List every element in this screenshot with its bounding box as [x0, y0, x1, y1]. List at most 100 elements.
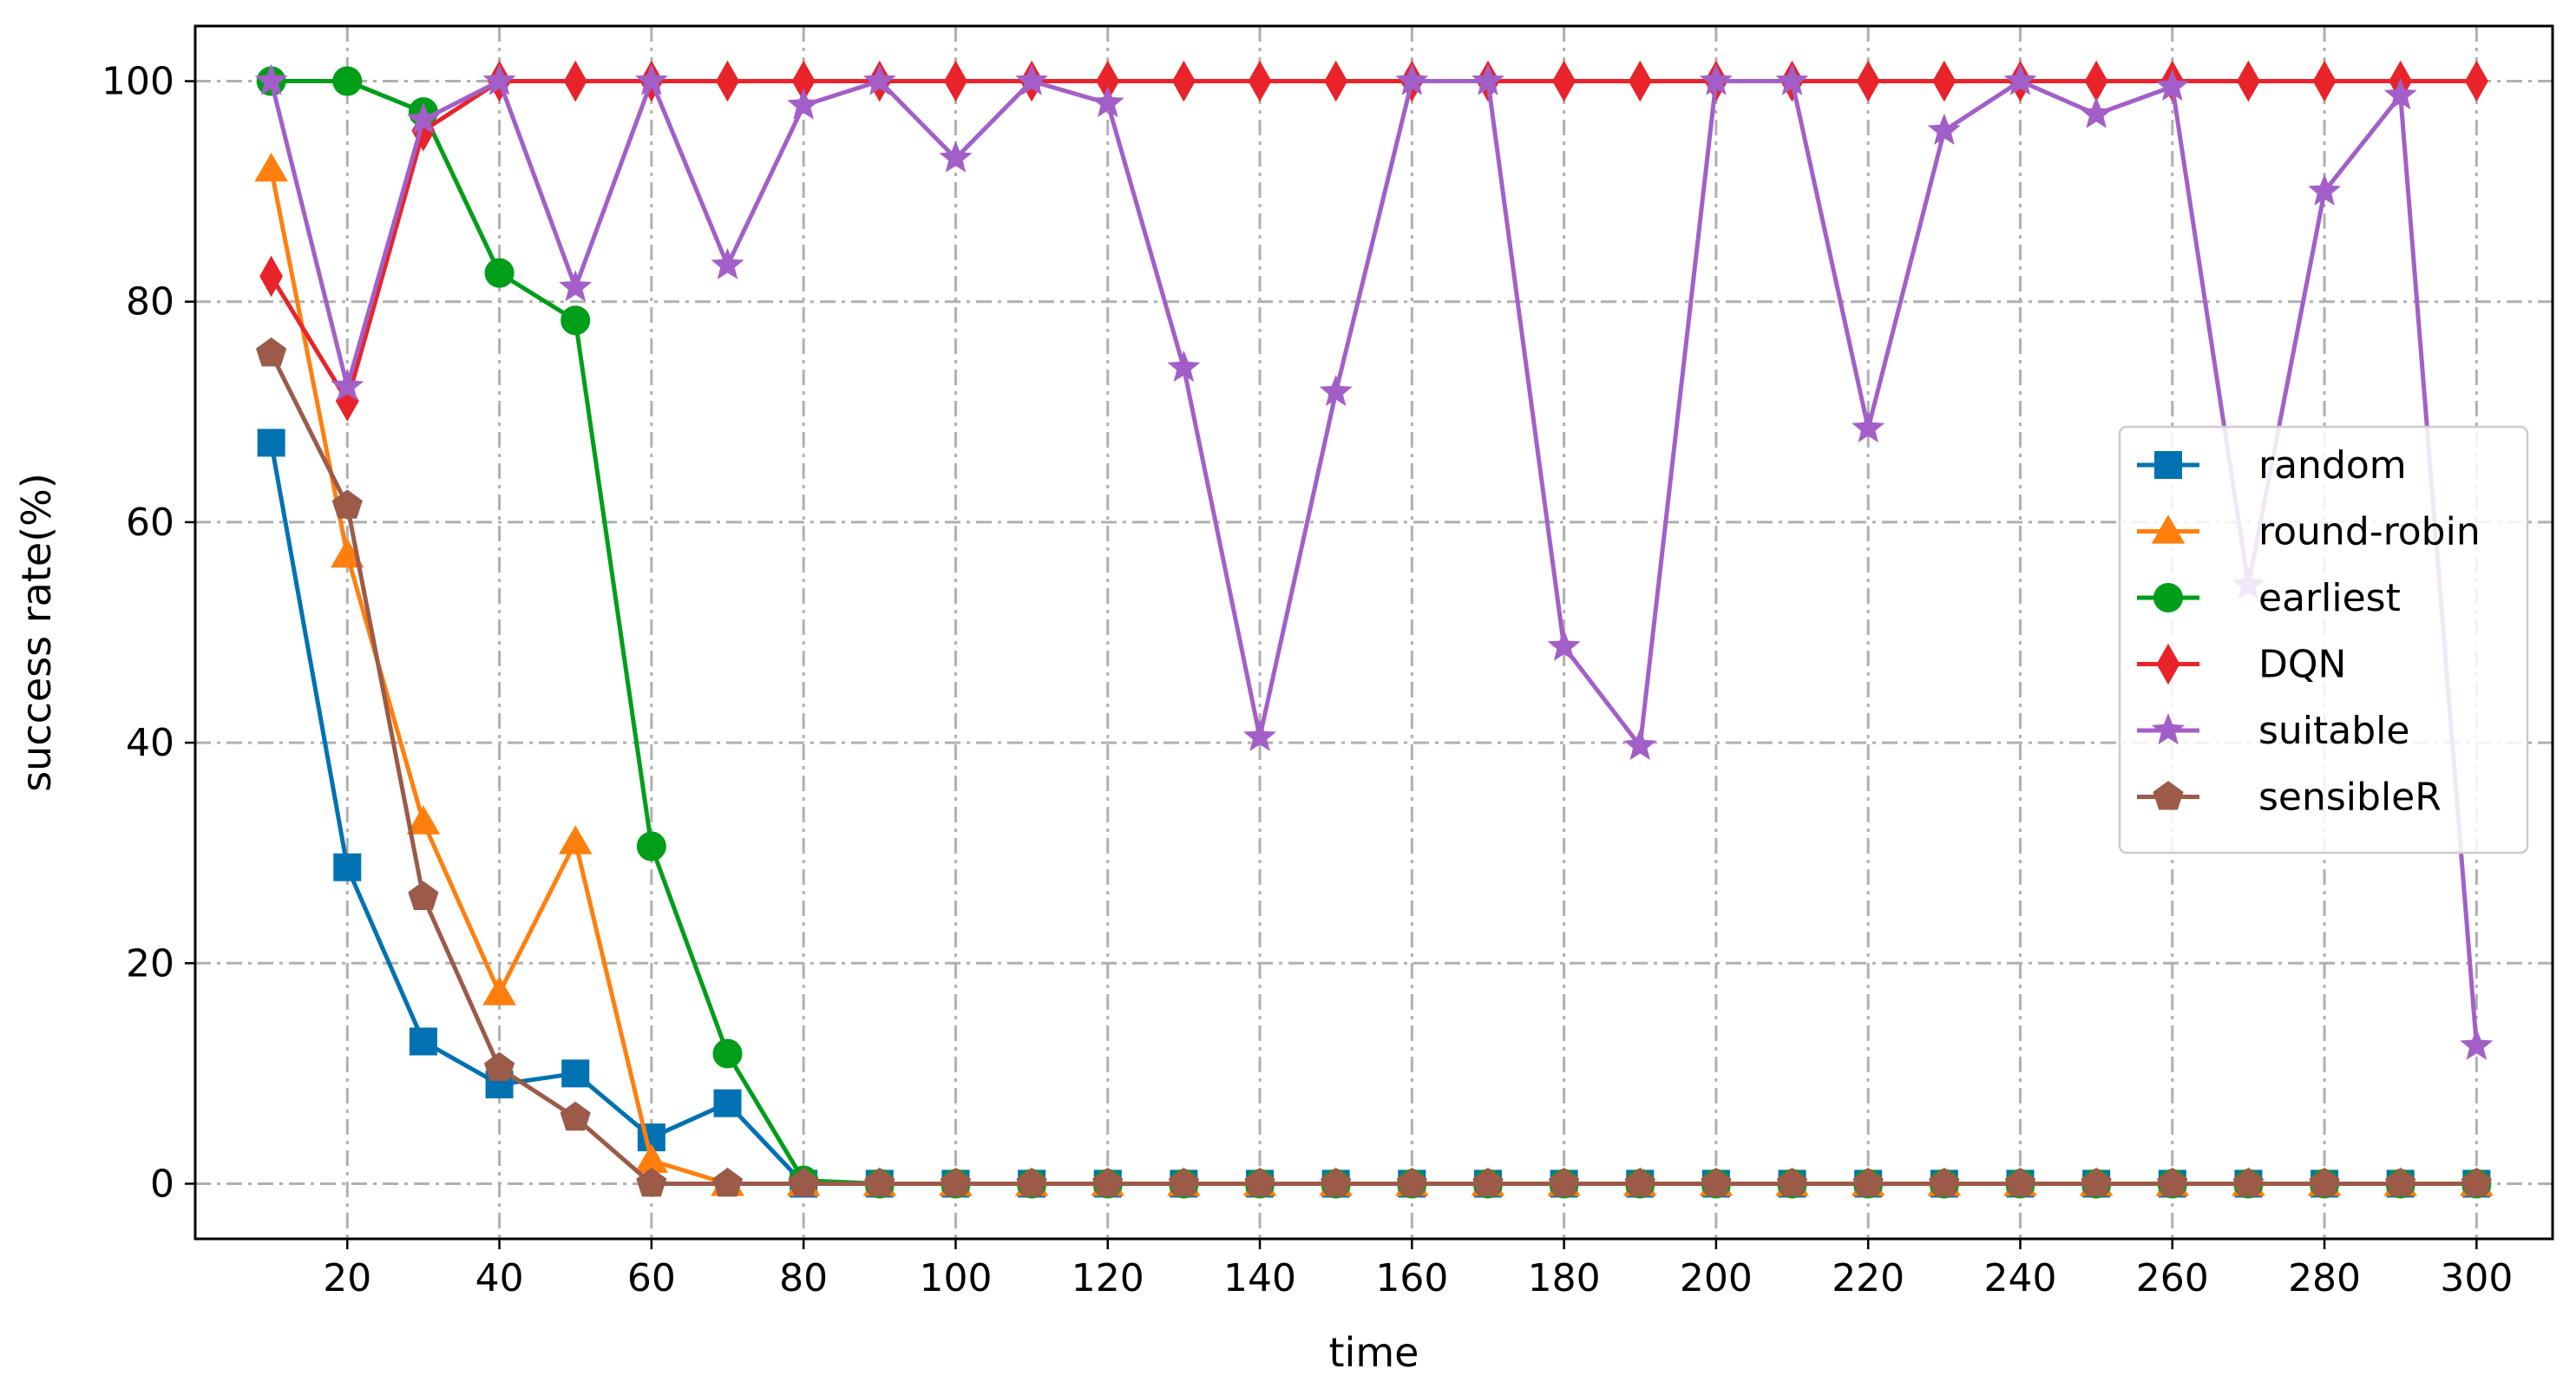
data-point-earliest	[332, 66, 363, 96]
data-point-DQN	[1932, 60, 1957, 102]
data-point-sensibleR	[2461, 1167, 2492, 1197]
data-point-suitable	[2460, 1028, 2494, 1060]
legend-marker	[2151, 514, 2186, 544]
data-point-round-robin	[254, 153, 288, 182]
data-point-round-robin	[558, 825, 593, 855]
legend-label: DQN	[2258, 643, 2346, 687]
data-point-suitable	[939, 141, 973, 173]
data-point-sensibleR	[2157, 1167, 2188, 1197]
data-point-suitable	[331, 369, 364, 401]
data-point-suitable	[2308, 174, 2342, 206]
legend-label: round-robin	[2258, 510, 2481, 554]
data-point-sensibleR	[408, 881, 439, 910]
data-point-sensibleR	[636, 1167, 667, 1197]
data-point-suitable	[1775, 63, 1809, 95]
data-point-suitable	[2080, 96, 2114, 128]
data-point-DQN	[716, 60, 739, 102]
legend-item: round-robin	[2137, 510, 2481, 554]
data-point-sensibleR	[1092, 1167, 1124, 1197]
data-point-suitable	[711, 247, 744, 279]
data-point-sensibleR	[1168, 1167, 1199, 1197]
data-point-DQN	[2464, 60, 2488, 102]
data-point-random	[561, 1059, 590, 1088]
data-point-suitable	[787, 88, 821, 120]
data-point-suitable	[1015, 63, 1049, 95]
data-point-suitable	[1927, 113, 1961, 145]
y-tick-label: 100	[102, 60, 174, 104]
data-point-suitable	[2155, 69, 2189, 102]
data-point-sensibleR	[484, 1051, 515, 1081]
data-point-earliest	[484, 258, 515, 288]
data-point-sensibleR	[1244, 1167, 1275, 1197]
data-point-sensibleR	[2309, 1167, 2340, 1197]
x-tick-label: 120	[1072, 1256, 1144, 1300]
legend-item: suitable	[2137, 709, 2409, 753]
data-point-DQN	[1171, 60, 1196, 102]
y-axis-ticks: 0 20 40 60 80 100	[102, 60, 195, 1206]
data-point-earliest	[560, 305, 591, 336]
data-point-suitable	[1319, 374, 1353, 407]
legend: random round-robin earliest DQN suitable sens…	[2118, 425, 2529, 855]
x-tick-label: 80	[779, 1256, 828, 1300]
data-point-sensibleR	[1396, 1167, 1427, 1197]
data-point-DQN	[1324, 60, 1348, 102]
data-point-suitable	[634, 63, 668, 95]
data-point-sensibleR	[864, 1167, 895, 1197]
data-point-suitable	[1395, 63, 1429, 95]
data-point-earliest	[712, 1038, 743, 1069]
data-point-sensibleR	[1852, 1167, 1884, 1197]
x-tick-label: 200	[1680, 1256, 1753, 1300]
data-point-suitable	[559, 270, 593, 302]
data-point-suitable	[406, 102, 440, 134]
x-tick-label: 20	[323, 1256, 371, 1300]
y-tick-label: 60	[126, 501, 174, 545]
data-point-random	[713, 1089, 742, 1117]
x-tick-label: 260	[2136, 1256, 2209, 1300]
data-point-DQN	[944, 60, 967, 102]
data-point-sensibleR	[256, 337, 287, 367]
x-tick-label: 100	[919, 1256, 992, 1300]
data-point-sensibleR	[560, 1101, 591, 1131]
legend-item: earliest	[2137, 576, 2401, 620]
data-point-suitable	[1852, 410, 1885, 442]
legend-item: DQN	[2137, 643, 2346, 687]
data-point-sensibleR	[1776, 1167, 1808, 1197]
x-tick-label: 60	[627, 1256, 676, 1300]
data-point-round-robin	[406, 805, 441, 835]
data-point-sensibleR	[1549, 1167, 1580, 1197]
legend-marker	[2153, 583, 2183, 612]
series-layer	[254, 60, 2494, 1199]
legend-items: random round-robin earliest DQN suitable sens…	[2137, 443, 2481, 820]
legend-label: earliest	[2258, 576, 2401, 620]
plot-frame	[193, 24, 2554, 1241]
data-point-suitable	[1547, 629, 1581, 661]
data-point-DQN	[2312, 60, 2337, 102]
legend-box	[2118, 425, 2529, 855]
data-point-suitable	[2003, 63, 2037, 95]
data-point-sensibleR	[1016, 1167, 1047, 1197]
x-axis-label: time	[1329, 1329, 1419, 1376]
data-point-suitable	[2383, 78, 2417, 110]
data-point-suitable	[1091, 85, 1124, 118]
data-point-sensibleR	[1701, 1167, 1732, 1197]
data-point-DQN	[1248, 60, 1272, 102]
data-point-random	[333, 853, 362, 881]
legend-item: random	[2137, 443, 2407, 488]
legend-label: suitable	[2258, 709, 2409, 753]
y-tick-label: 20	[126, 941, 174, 986]
x-tick-label: 160	[1375, 1256, 1448, 1300]
data-point-sensibleR	[788, 1167, 819, 1197]
data-point-sensibleR	[2004, 1167, 2036, 1197]
x-tick-label: 220	[1832, 1256, 1904, 1300]
data-point-DQN	[2084, 60, 2108, 102]
data-point-sensibleR	[2081, 1167, 2112, 1197]
y-tick-label: 40	[126, 721, 174, 765]
data-point-DQN	[2236, 60, 2260, 102]
x-axis-ticks: 20 40 60 80 100 120 140 160 180 200 220 240 260 280 30…	[323, 1239, 2513, 1300]
legend-marker	[2152, 713, 2185, 745]
data-point-suitable	[1167, 350, 1201, 383]
data-point-suitable	[862, 63, 896, 95]
x-tick-label: 180	[1528, 1256, 1601, 1300]
